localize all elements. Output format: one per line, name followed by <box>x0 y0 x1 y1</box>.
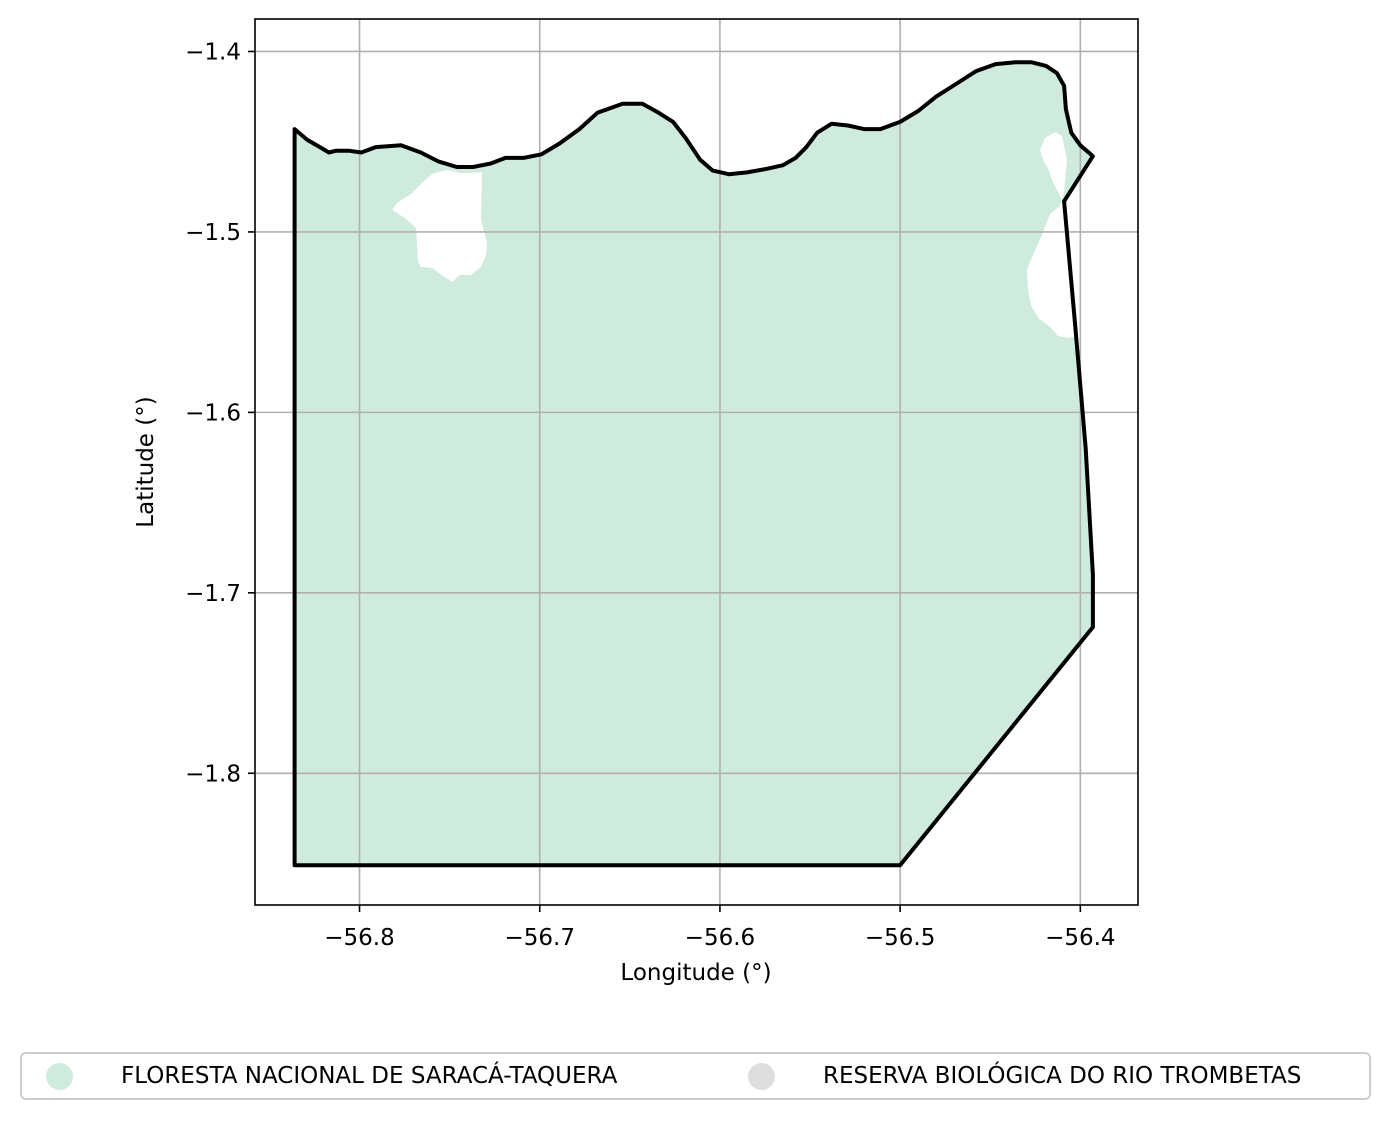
legend-marker-reserva <box>748 1062 775 1090</box>
x-axis-label: Longitude (°) <box>620 960 771 986</box>
floresta-polygon-fill <box>294 62 1093 866</box>
legend-item-reserva: RESERVA BIOLÓGICA DO RIO TROMBETAS <box>748 1054 1301 1098</box>
y-axis-label: Latitude (°) <box>133 396 159 527</box>
floresta-polygon-outline <box>292 60 1095 868</box>
y-ticks: −1.4 −1.5 −1.6 −1.7 −1.8 <box>185 39 255 787</box>
floresta-outline-layer <box>292 60 1095 868</box>
grid <box>255 19 1138 905</box>
legend-label-reserva: RESERVA BIOLÓGICA DO RIO TROMBETAS <box>823 1063 1302 1089</box>
excluded-area-northwest <box>392 170 487 282</box>
excluded-area-east <box>1027 132 1077 338</box>
legend-item-floresta: FLORESTA NACIONAL DE SARACÁ-TAQUERA <box>46 1054 617 1098</box>
x-tick-label-1: −56.7 <box>504 925 574 951</box>
legend-marker-floresta <box>46 1062 73 1090</box>
x-tick-label-3: −56.5 <box>865 925 935 951</box>
x-tick-label-0: −56.8 <box>324 925 394 951</box>
legend-label-floresta: FLORESTA NACIONAL DE SARACÁ-TAQUERA <box>121 1063 618 1089</box>
y-tick-label-2: −1.6 <box>185 400 241 426</box>
y-tick-label-3: −1.7 <box>185 581 241 607</box>
legend: FLORESTA NACIONAL DE SARACÁ-TAQUERA RESE… <box>20 1052 1371 1100</box>
x-tick-label-2: −56.6 <box>685 925 755 951</box>
y-tick-label-1: −1.5 <box>185 220 241 246</box>
y-tick-label-4: −1.8 <box>185 761 241 787</box>
y-tick-label-0: −1.4 <box>185 39 241 65</box>
plot-frame <box>254 18 1139 906</box>
x-tick-label-4: −56.4 <box>1045 925 1115 951</box>
floresta-fill-layer <box>294 62 1093 866</box>
x-ticks: −56.8 −56.7 −56.6 −56.5 −56.4 <box>324 905 1116 951</box>
excluded-areas <box>392 132 1077 338</box>
